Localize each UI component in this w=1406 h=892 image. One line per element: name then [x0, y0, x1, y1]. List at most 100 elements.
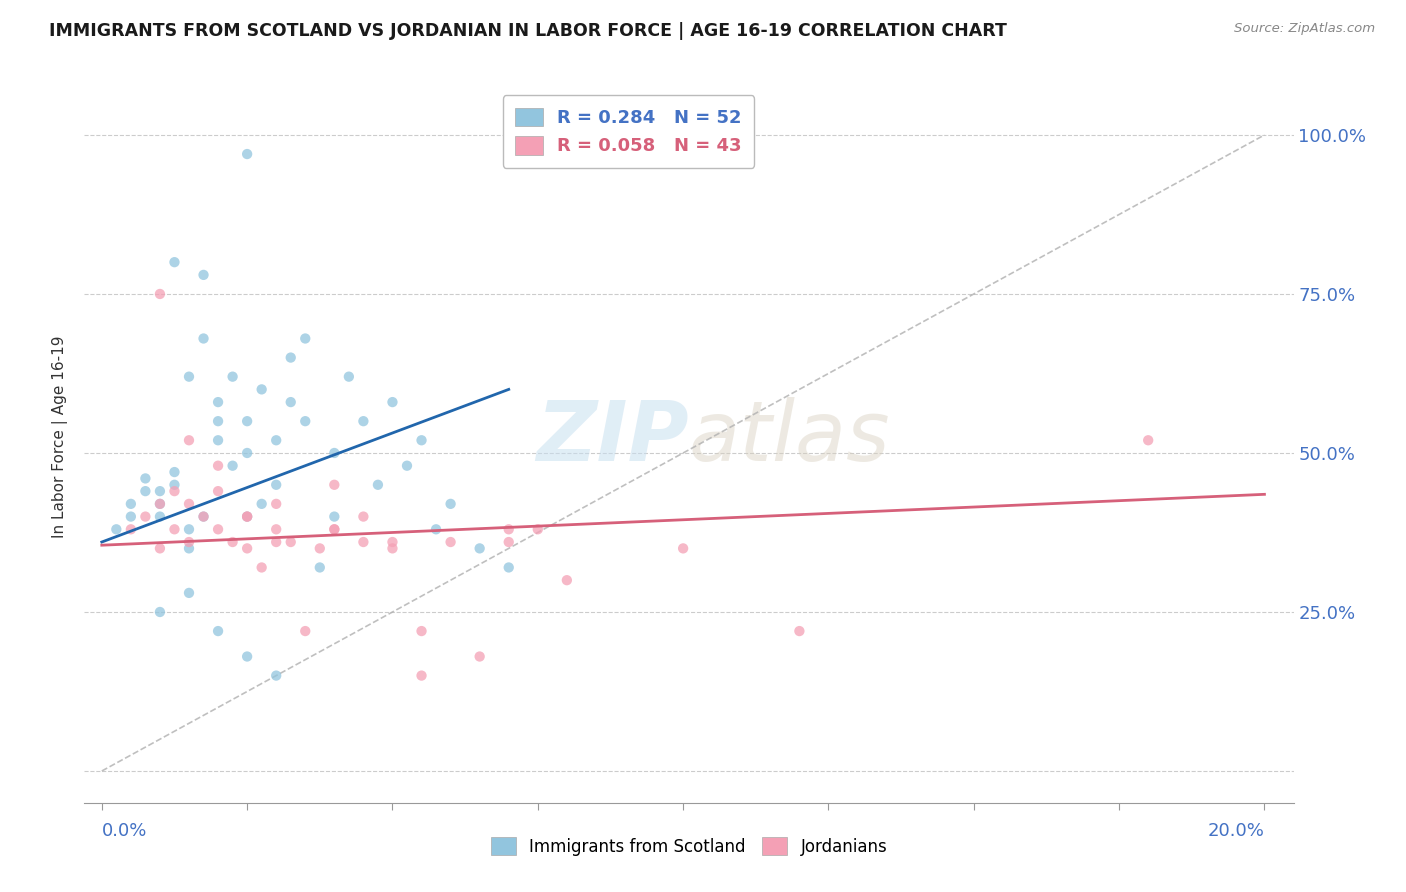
- Y-axis label: In Labor Force | Age 16-19: In Labor Force | Age 16-19: [52, 335, 69, 539]
- Point: [308, 560, 330, 574]
- Point: [207, 395, 229, 409]
- Point: [177, 522, 200, 536]
- Point: [105, 522, 128, 536]
- Point: [236, 649, 259, 664]
- Point: [381, 541, 404, 556]
- Point: [221, 458, 243, 473]
- Point: [120, 509, 142, 524]
- Point: [221, 535, 243, 549]
- Point: [207, 484, 229, 499]
- Point: [672, 541, 695, 556]
- Point: [163, 484, 186, 499]
- Point: [411, 624, 433, 638]
- Point: [527, 522, 550, 536]
- Point: [177, 541, 200, 556]
- Point: [134, 471, 156, 485]
- Point: [236, 541, 259, 556]
- Point: [193, 268, 215, 282]
- Point: [280, 395, 302, 409]
- Point: [120, 522, 142, 536]
- Point: [264, 522, 287, 536]
- Point: [468, 649, 491, 664]
- Point: [163, 465, 186, 479]
- Legend: Immigrants from Scotland, Jordanians: Immigrants from Scotland, Jordanians: [482, 830, 896, 864]
- Point: [250, 497, 273, 511]
- Point: [789, 624, 811, 638]
- Point: [177, 369, 200, 384]
- Point: [411, 434, 433, 448]
- Point: [337, 369, 360, 384]
- Point: [264, 477, 287, 491]
- Text: ZIP: ZIP: [536, 397, 689, 477]
- Point: [207, 624, 229, 638]
- Point: [1137, 434, 1160, 448]
- Point: [250, 383, 273, 397]
- Point: [177, 586, 200, 600]
- Point: [498, 535, 520, 549]
- Point: [207, 434, 229, 448]
- Point: [323, 522, 346, 536]
- Point: [468, 541, 491, 556]
- Point: [555, 573, 578, 587]
- Point: [193, 509, 215, 524]
- Point: [134, 484, 156, 499]
- Point: [323, 477, 346, 491]
- Point: [439, 535, 461, 549]
- Point: [221, 369, 243, 384]
- Point: [411, 668, 433, 682]
- Point: [236, 147, 259, 161]
- Point: [294, 331, 316, 345]
- Point: [149, 497, 172, 511]
- Point: [498, 560, 520, 574]
- Text: 20.0%: 20.0%: [1208, 822, 1264, 840]
- Point: [250, 560, 273, 574]
- Point: [149, 287, 172, 301]
- Point: [236, 509, 259, 524]
- Point: [264, 535, 287, 549]
- Point: [439, 497, 461, 511]
- Point: [177, 535, 200, 549]
- Point: [264, 434, 287, 448]
- Point: [236, 509, 259, 524]
- Point: [149, 541, 172, 556]
- Point: [381, 535, 404, 549]
- Text: 0.0%: 0.0%: [101, 822, 148, 840]
- Text: Source: ZipAtlas.com: Source: ZipAtlas.com: [1234, 22, 1375, 36]
- Point: [367, 477, 389, 491]
- Point: [352, 509, 374, 524]
- Point: [149, 509, 172, 524]
- Point: [280, 535, 302, 549]
- Point: [264, 668, 287, 682]
- Text: atlas: atlas: [689, 397, 890, 477]
- Point: [294, 624, 316, 638]
- Point: [308, 541, 330, 556]
- Point: [149, 484, 172, 499]
- Text: IMMIGRANTS FROM SCOTLAND VS JORDANIAN IN LABOR FORCE | AGE 16-19 CORRELATION CHA: IMMIGRANTS FROM SCOTLAND VS JORDANIAN IN…: [49, 22, 1007, 40]
- Point: [163, 255, 186, 269]
- Point: [381, 395, 404, 409]
- Point: [498, 522, 520, 536]
- Point: [352, 535, 374, 549]
- Point: [294, 414, 316, 428]
- Point: [177, 434, 200, 448]
- Point: [207, 414, 229, 428]
- Point: [323, 509, 346, 524]
- Point: [236, 414, 259, 428]
- Point: [323, 522, 346, 536]
- Point: [163, 477, 186, 491]
- Point: [236, 509, 259, 524]
- Point: [149, 605, 172, 619]
- Point: [264, 497, 287, 511]
- Point: [149, 497, 172, 511]
- Point: [352, 414, 374, 428]
- Point: [177, 497, 200, 511]
- Point: [120, 497, 142, 511]
- Point: [280, 351, 302, 365]
- Point: [193, 331, 215, 345]
- Point: [323, 446, 346, 460]
- Point: [395, 458, 418, 473]
- Point: [163, 522, 186, 536]
- Point: [193, 509, 215, 524]
- Point: [236, 446, 259, 460]
- Point: [207, 458, 229, 473]
